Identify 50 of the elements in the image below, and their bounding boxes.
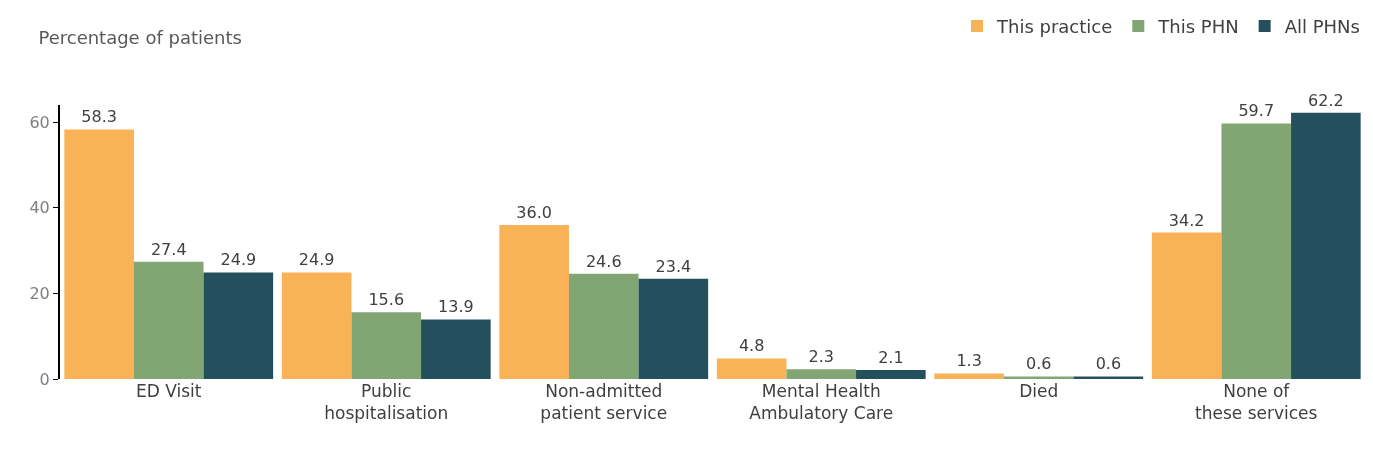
bar bbox=[1003, 376, 1074, 379]
data-label: 4.8 bbox=[738, 336, 765, 356]
bar bbox=[638, 278, 709, 379]
y-tick-label: 60 bbox=[29, 112, 50, 132]
bar bbox=[1291, 112, 1361, 379]
data-label: 23.4 bbox=[655, 256, 692, 276]
bar bbox=[1151, 232, 1222, 379]
y-tick-label: 20 bbox=[29, 283, 50, 303]
data-label: 0.6 bbox=[1095, 354, 1122, 374]
data-label: 24.9 bbox=[220, 250, 257, 270]
data-label: 62.2 bbox=[1308, 90, 1344, 110]
bar bbox=[64, 129, 134, 379]
legend-label: This PHN bbox=[1157, 15, 1239, 37]
bar bbox=[499, 224, 569, 379]
bar bbox=[1073, 376, 1144, 379]
data-label: 24.9 bbox=[298, 250, 335, 270]
bar bbox=[1221, 123, 1292, 379]
data-label: 36.0 bbox=[516, 202, 552, 222]
bar bbox=[786, 369, 857, 379]
data-label: 1.3 bbox=[956, 351, 982, 371]
data-label: 2.3 bbox=[808, 347, 834, 367]
y-tick-label: 40 bbox=[29, 198, 50, 218]
x-tick-label: Died bbox=[1019, 381, 1059, 401]
data-label: 27.4 bbox=[150, 239, 187, 259]
x-tick-label: ED Visit bbox=[136, 381, 202, 401]
bar bbox=[203, 272, 274, 379]
data-label: 2.1 bbox=[878, 348, 904, 368]
bar bbox=[421, 319, 491, 379]
bar bbox=[281, 272, 352, 379]
data-label: 0.6 bbox=[1026, 354, 1052, 374]
x-tick-label: Non-admitted patient service bbox=[540, 381, 668, 424]
bar bbox=[351, 312, 422, 379]
bar bbox=[133, 261, 204, 379]
data-label: 59.7 bbox=[1238, 101, 1275, 121]
x-tick-label: Mental Health Ambulatory Care bbox=[749, 381, 894, 424]
data-label: 13.9 bbox=[438, 297, 474, 317]
x-tick-label: None of these services bbox=[1195, 381, 1318, 424]
data-label: 34.2 bbox=[1168, 210, 1205, 230]
data-label: 15.6 bbox=[368, 290, 405, 310]
legend-label: This practice bbox=[996, 15, 1113, 37]
bar bbox=[856, 370, 926, 379]
bar bbox=[568, 273, 639, 379]
chart-title: Percentage of patients bbox=[38, 27, 242, 49]
data-label: 58.3 bbox=[81, 107, 117, 127]
y-tick-label: 0 bbox=[39, 369, 50, 389]
bar bbox=[934, 373, 1004, 379]
data-label: 24.6 bbox=[585, 251, 622, 271]
x-tick-label: Public hospitalisation bbox=[324, 381, 449, 424]
legend-label: All PHNs bbox=[1284, 15, 1360, 37]
bar bbox=[716, 358, 787, 379]
